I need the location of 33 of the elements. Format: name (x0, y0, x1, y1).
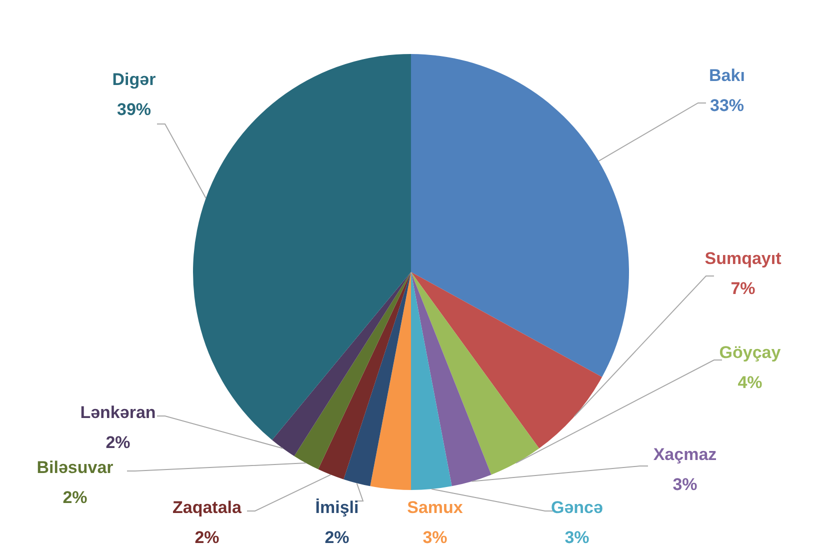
data-label: 3% (422, 528, 448, 547)
pie-slice (272, 272, 411, 456)
slice-label: Digər (112, 70, 156, 89)
pie-slice (318, 272, 411, 480)
pie-slice (411, 272, 540, 475)
pie-slice (411, 272, 602, 448)
pie-slice (344, 272, 411, 486)
slice-label: Biləsuvar (36, 458, 114, 477)
slice-label: Zaqatala (172, 498, 242, 517)
data-label: 2% (324, 528, 350, 547)
slice-label: İmişli (315, 498, 359, 517)
data-label: 3% (672, 475, 698, 494)
pie-slice (294, 272, 411, 470)
slice-label: Lənkəran (80, 403, 156, 422)
data-label: 4% (738, 373, 762, 392)
slice-label: Xaçmaz (653, 445, 717, 464)
slice-label: Bakı (709, 66, 745, 85)
slice-label: Göyçay (719, 343, 782, 362)
data-label: 33% (710, 96, 744, 115)
data-label: 2% (194, 528, 220, 547)
data-label: 3% (564, 528, 590, 547)
data-label: 7% (730, 279, 756, 298)
slice-label: Sumqayıt (704, 249, 782, 268)
slice-label: Samux (407, 498, 464, 517)
slice-label: Gəncə (551, 498, 603, 517)
pie-slice (193, 54, 411, 440)
data-label: 39% (116, 100, 152, 119)
data-label: 2% (106, 433, 130, 452)
pie-slice (370, 272, 411, 490)
pie-slice (411, 54, 629, 378)
pie-slice (411, 272, 452, 490)
pie-slice (411, 272, 492, 486)
data-label: 2% (62, 488, 88, 507)
